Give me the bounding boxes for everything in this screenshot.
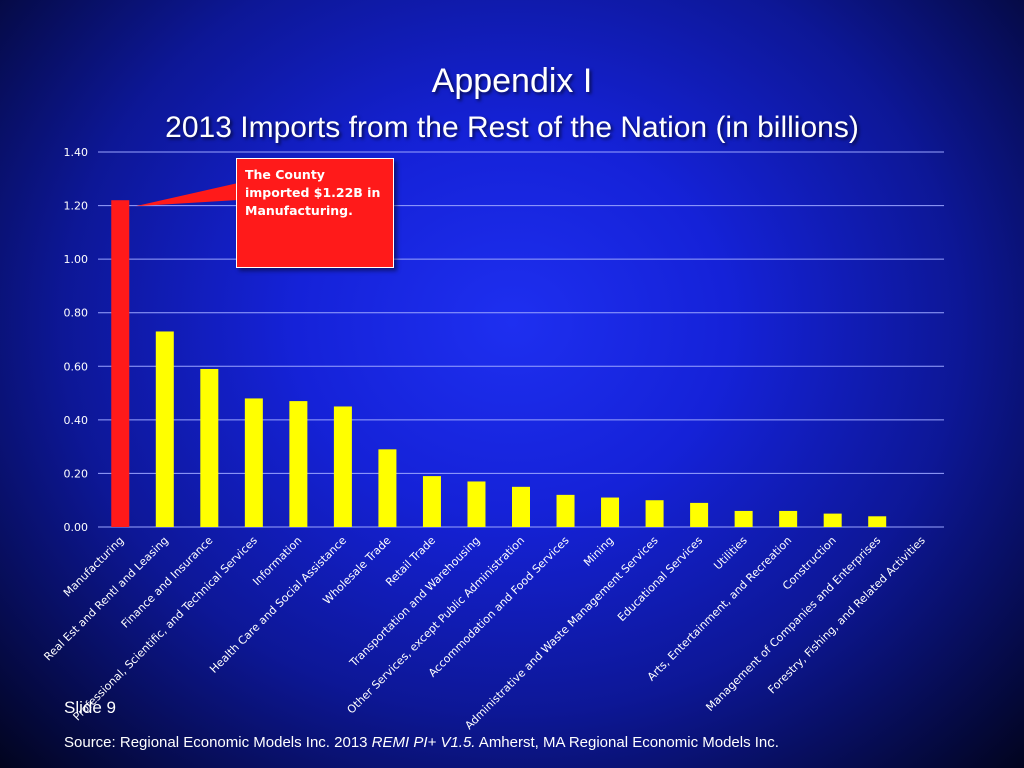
bar [244, 398, 263, 527]
bar [601, 497, 620, 527]
bar [378, 449, 397, 527]
bar [823, 513, 842, 527]
y-tick-label: 1.40 [64, 146, 89, 159]
bar [690, 502, 709, 527]
y-tick-label: 0.20 [64, 467, 89, 480]
slide-title: Appendix I [431, 62, 593, 100]
x-tick-label: Mining [581, 534, 616, 569]
bar [512, 486, 530, 527]
bar [467, 481, 486, 527]
y-axis-tick-labels: 0.00 0.20 0.40 0.60 0.80 1.00 1.20 1.40 [64, 146, 89, 534]
y-tick-label: 0.40 [64, 414, 89, 427]
bar [645, 500, 664, 527]
bar [289, 401, 308, 527]
bar [422, 476, 441, 527]
y-tick-label: 1.20 [64, 200, 89, 213]
x-tick-label: Forestry, Fishing, and Related Activitie… [765, 534, 928, 697]
bars [111, 200, 887, 527]
source-italic: REMI PI+ V1.5. [371, 734, 476, 751]
bar [779, 510, 798, 527]
x-tick-label: Utilities [711, 534, 750, 573]
y-tick-label: 0.00 [64, 521, 89, 534]
y-tick-label: 1.00 [64, 253, 89, 266]
manufacturing-callout: The County imported $1.22B in Manufactur… [236, 158, 394, 268]
bar [734, 510, 753, 527]
bar [333, 406, 352, 527]
x-tick-label: Educational Services [615, 534, 705, 624]
bar [200, 368, 219, 527]
source-note: Source: Regional Economic Models Inc. 20… [64, 734, 779, 751]
source-prefix: Source: Regional Economic Models Inc. 20… [64, 734, 372, 751]
y-tick-label: 0.60 [64, 360, 89, 373]
bar [155, 331, 174, 527]
slide-number: Slide 9 [64, 698, 116, 717]
x-tick-label: Finance and Insurance [119, 534, 216, 631]
y-tick-label: 0.80 [64, 307, 89, 320]
callout-pointer-shape [135, 183, 238, 207]
gridlines [98, 151, 944, 528]
bar [868, 516, 887, 527]
chart-title: 2013 Imports from the Rest of the Nation… [165, 111, 859, 144]
callout-pointer [135, 183, 238, 207]
bar [111, 200, 130, 527]
source-suffix: Amherst, MA Regional Economic Models Inc… [475, 734, 779, 751]
bar [556, 494, 575, 527]
